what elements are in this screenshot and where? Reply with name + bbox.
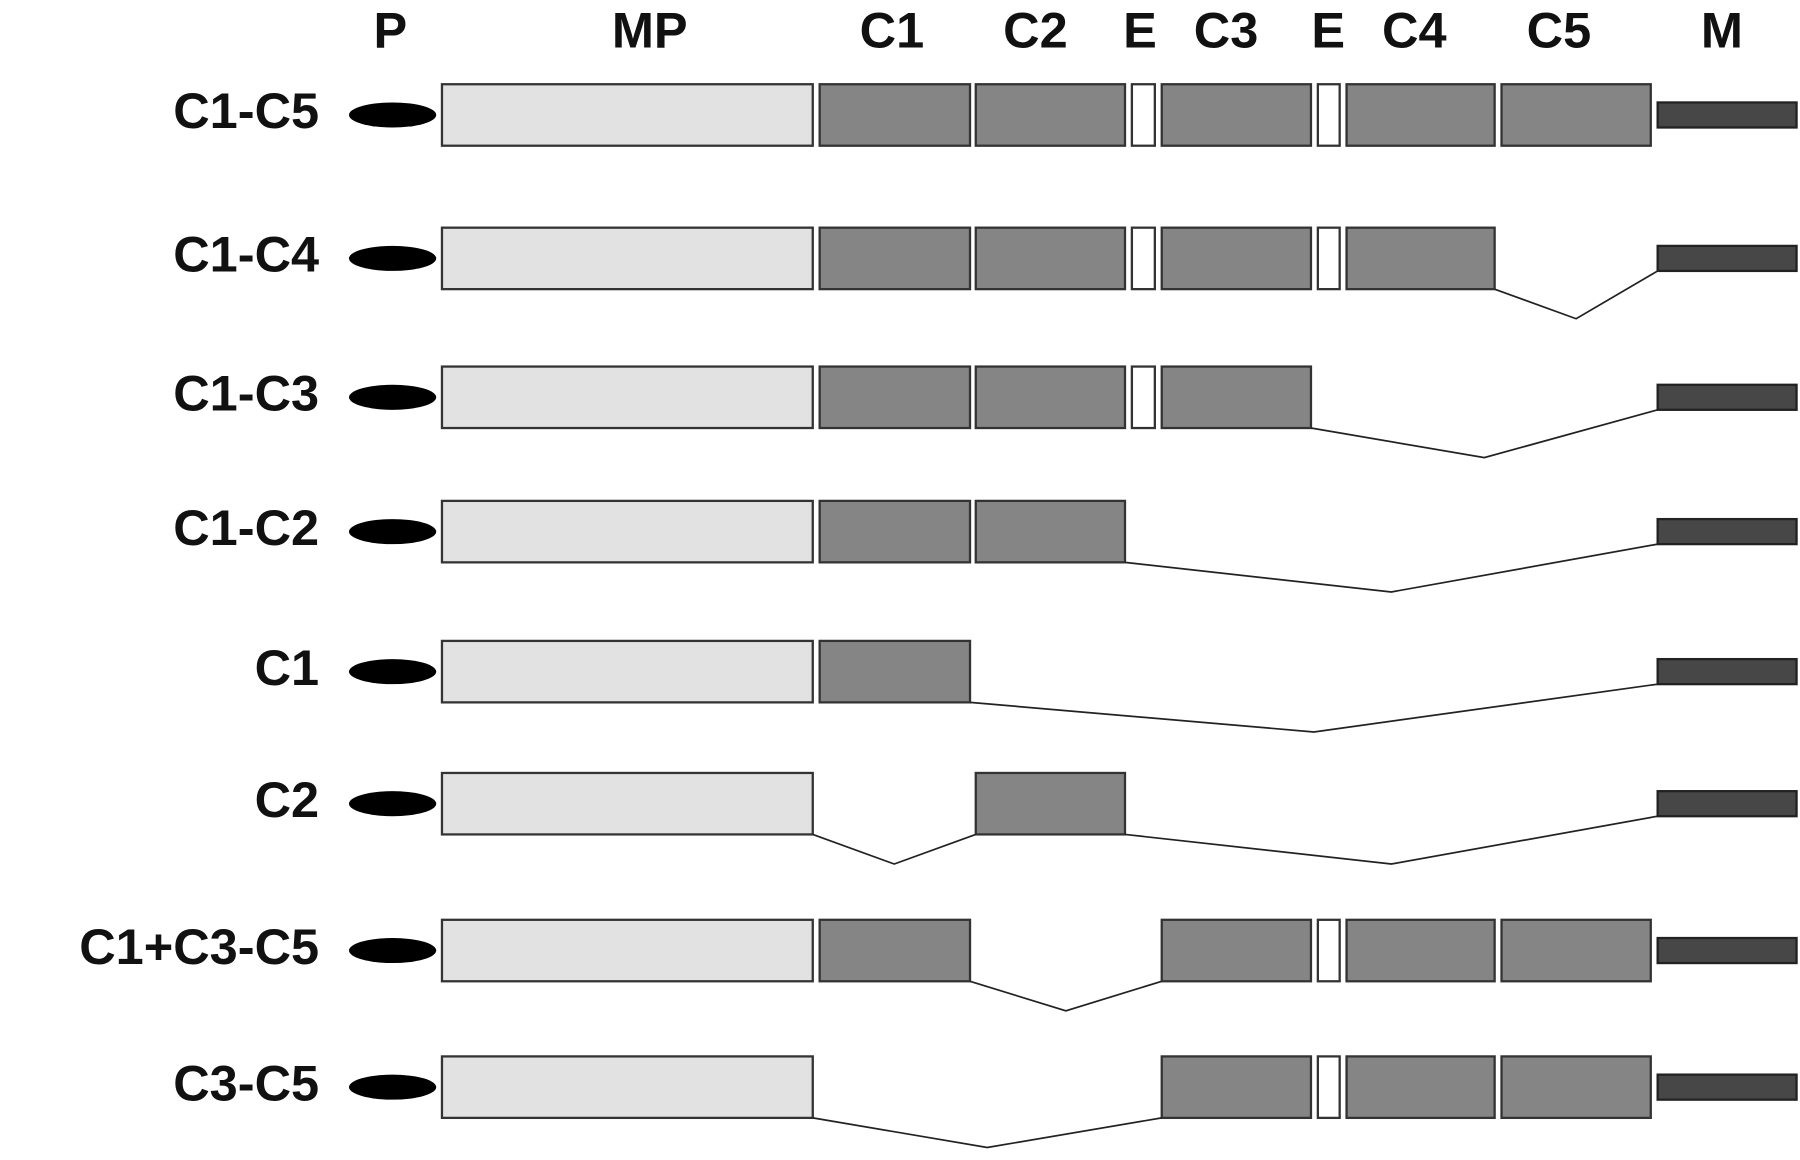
splice-line — [969, 683, 1658, 733]
row-label: C1-C2 — [173, 499, 319, 556]
domain-box — [1345, 918, 1496, 983]
membrane-segment — [1656, 657, 1798, 686]
domain-box — [440, 639, 814, 704]
domain-box — [818, 226, 972, 291]
row-label: C1-C5 — [173, 82, 319, 139]
splice-line — [1124, 543, 1658, 593]
domain-box — [1160, 365, 1313, 430]
domain-box — [818, 365, 972, 430]
membrane-segment — [1656, 517, 1798, 546]
column-header: P — [373, 2, 407, 59]
promoter — [348, 519, 437, 545]
column-header: MP — [612, 2, 688, 59]
domain-box — [818, 83, 972, 147]
domain-box — [440, 83, 814, 147]
column-header: C4 — [1382, 2, 1447, 59]
domain-box — [440, 365, 814, 430]
splice-line — [1310, 408, 1658, 459]
splice-line — [812, 1117, 1162, 1149]
promoter — [348, 384, 437, 410]
membrane-segment — [1656, 936, 1798, 965]
promoter — [348, 791, 437, 817]
domain-box — [1130, 83, 1156, 147]
membrane-segment — [1656, 383, 1798, 411]
domain-box — [974, 83, 1127, 147]
domain-box — [1316, 1055, 1341, 1120]
promoter — [348, 245, 437, 271]
domain-box — [1345, 1055, 1496, 1120]
domain-box — [1500, 918, 1652, 983]
domain-box — [440, 771, 814, 836]
domain-box — [1500, 1055, 1652, 1120]
row-label: C1-C4 — [173, 226, 319, 283]
domain-box — [1160, 918, 1313, 983]
domain-box — [974, 365, 1127, 430]
domain-box — [974, 226, 1127, 291]
splice-line — [1494, 270, 1659, 320]
column-header: C5 — [1527, 2, 1592, 59]
column-header: E — [1311, 2, 1345, 59]
domain-box — [818, 918, 972, 983]
membrane-segment — [1656, 790, 1798, 818]
row-label: C1 — [255, 639, 320, 696]
domain-box — [440, 918, 814, 983]
splice-line — [1124, 815, 1658, 865]
domain-box — [1160, 83, 1313, 147]
splice-line — [969, 980, 1162, 1012]
domain-box — [1160, 1055, 1313, 1120]
domain-box — [818, 499, 972, 564]
domain-box — [974, 771, 1127, 836]
splice-line — [812, 833, 977, 865]
membrane-segment — [1656, 101, 1798, 129]
column-header: C1 — [860, 2, 925, 59]
domain-box — [440, 226, 814, 291]
membrane-segment — [1656, 244, 1798, 273]
domain-box — [1345, 83, 1496, 147]
domain-box — [1316, 918, 1341, 983]
domain-box — [1160, 226, 1313, 291]
column-header: C3 — [1194, 2, 1259, 59]
row-label: C3-C5 — [173, 1055, 319, 1112]
column-header: M — [1701, 2, 1743, 59]
row-label: C1-C3 — [173, 365, 319, 422]
promoter — [348, 1074, 437, 1100]
row-label: C2 — [255, 771, 320, 828]
promoter — [348, 938, 437, 964]
column-header: C2 — [1003, 2, 1068, 59]
domain-box — [1130, 365, 1156, 430]
column-header: E — [1123, 2, 1157, 59]
domain-box — [1130, 226, 1156, 291]
diagram-body: P MP C1 C2 E C3 E C4 C5 M C1-C5 C1-C4 C1-C3 C1-C2 C1 C2… — [79, 2, 1798, 1149]
membrane-segment — [1656, 1073, 1798, 1101]
domain-box — [974, 499, 1127, 564]
row-label: C1+C3-C5 — [79, 918, 319, 975]
domain-box — [1316, 83, 1341, 147]
domain-box — [1500, 83, 1652, 147]
domain-box — [440, 1055, 814, 1120]
promoter — [348, 102, 437, 128]
domain-box — [818, 639, 972, 704]
domain-box — [1345, 226, 1496, 291]
domain-box — [1316, 226, 1341, 291]
domain-box — [440, 499, 814, 564]
promoter — [348, 659, 437, 685]
